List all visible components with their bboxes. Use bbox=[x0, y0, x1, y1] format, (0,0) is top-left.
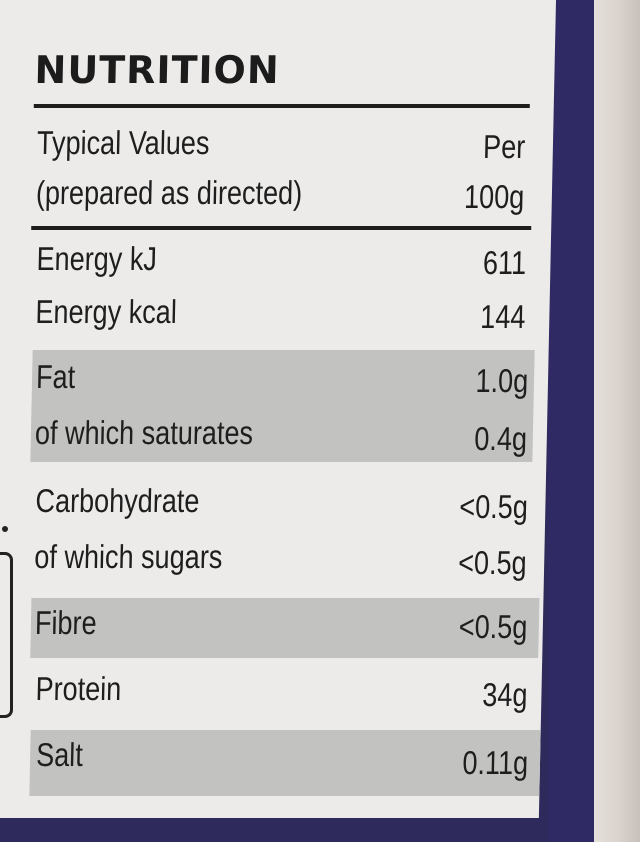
row-saturates-name: of which saturates bbox=[34, 414, 254, 451]
background-surface bbox=[590, 0, 640, 842]
header-typical-values: Typical Values bbox=[36, 124, 210, 161]
row-fibre-name: Fibre bbox=[34, 604, 98, 641]
row-energy-kcal-value: 144 bbox=[479, 298, 526, 335]
row-fat-name: Fat bbox=[35, 358, 76, 395]
row-fibre-value: <0.5g bbox=[458, 608, 528, 645]
row-protein-value: 34g bbox=[481, 676, 528, 713]
row-energy-kj-value: 611 bbox=[482, 244, 527, 281]
header-rule bbox=[31, 226, 532, 230]
header-per: Per bbox=[482, 128, 526, 165]
row-carbohydrate-value: <0.5g bbox=[458, 488, 528, 525]
row-energy-kcal-name: Energy kcal bbox=[35, 293, 178, 330]
header-100g: 100g bbox=[463, 178, 525, 215]
row-saturates-value: 0.4g bbox=[473, 420, 528, 457]
row-carbohydrate-name: Carbohydrate bbox=[35, 482, 200, 519]
edge-mark bbox=[2, 526, 8, 532]
package-border bbox=[548, 0, 594, 842]
row-sugars-value: <0.5g bbox=[457, 544, 527, 581]
package-edge-bracket bbox=[0, 552, 13, 718]
row-protein-name: Protein bbox=[35, 670, 122, 707]
header-prepared: (prepared as directed) bbox=[35, 174, 303, 211]
nutrition-title: NUTRITION bbox=[34, 48, 281, 92]
row-sugars-name: of which sugars bbox=[33, 538, 223, 575]
row-energy-kj-name: Energy kJ bbox=[36, 240, 158, 277]
nutrition-label: NUTRITION Typical Values (prepared as di… bbox=[0, 0, 556, 818]
row-salt-value: 0.11g bbox=[461, 744, 529, 781]
row-salt-name: Salt bbox=[35, 736, 84, 773]
title-rule bbox=[33, 104, 530, 108]
row-fat-value: 1.0g bbox=[474, 362, 529, 399]
